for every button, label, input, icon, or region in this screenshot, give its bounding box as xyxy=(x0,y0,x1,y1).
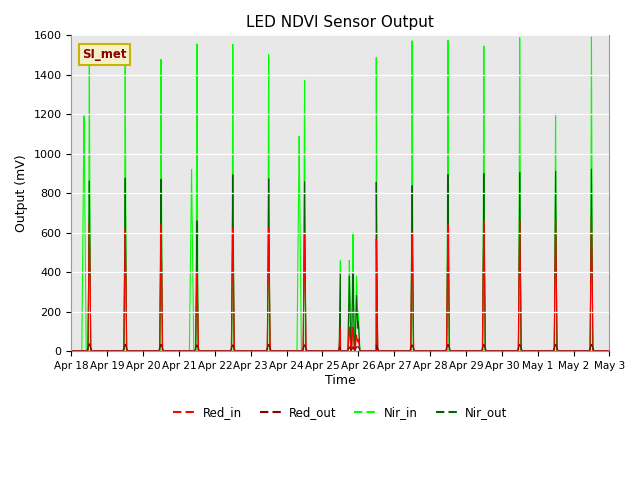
Y-axis label: Output (mV): Output (mV) xyxy=(15,155,28,232)
Legend: Red_in, Red_out, Nir_in, Nir_out: Red_in, Red_out, Nir_in, Nir_out xyxy=(168,401,512,424)
Text: SI_met: SI_met xyxy=(82,48,127,61)
Title: LED NDVI Sensor Output: LED NDVI Sensor Output xyxy=(246,15,435,30)
X-axis label: Time: Time xyxy=(325,374,356,387)
